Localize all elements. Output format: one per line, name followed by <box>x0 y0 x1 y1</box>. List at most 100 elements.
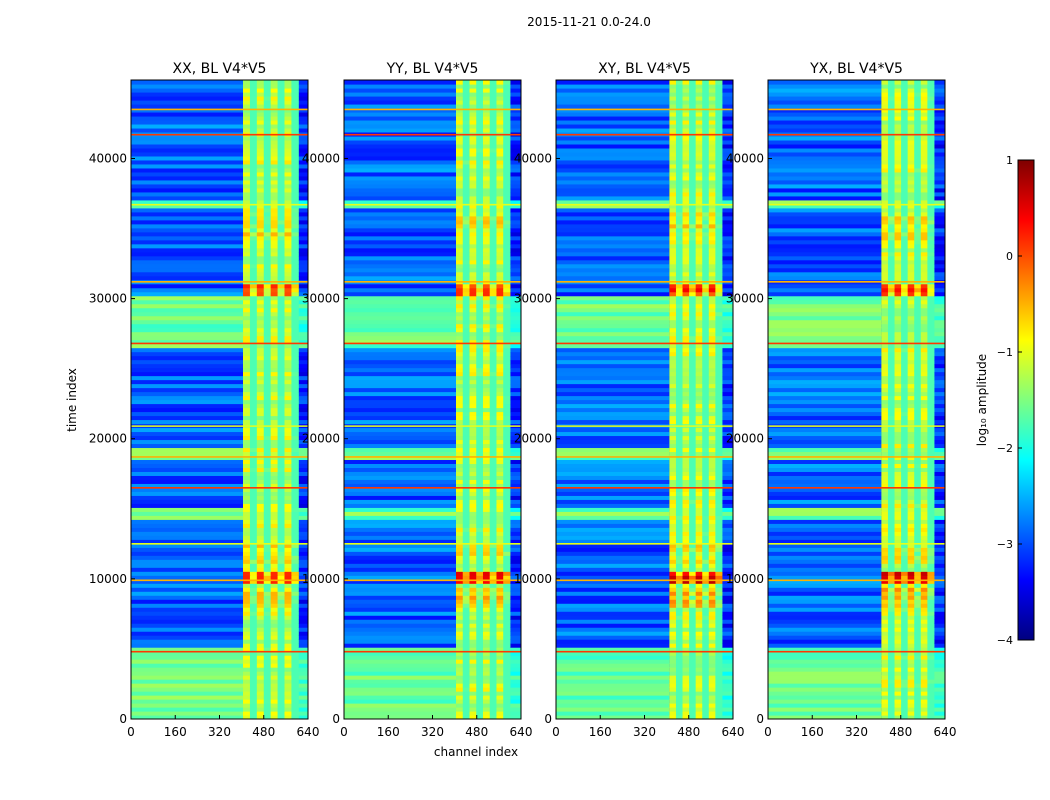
heatmap-cell <box>675 355 684 361</box>
heatmap-cell <box>270 611 279 616</box>
heatmap-cell <box>721 695 733 700</box>
heatmap-cell <box>482 327 491 333</box>
heatmap-cell <box>243 451 251 457</box>
heatmap-cell <box>669 351 677 357</box>
heatmap-cell <box>503 303 511 309</box>
heatmap-cell <box>344 111 457 117</box>
heatmap-cell <box>277 331 285 337</box>
heatmap-cell <box>462 243 470 249</box>
heatmap-cell <box>482 675 491 680</box>
heatmap-cell <box>298 567 308 572</box>
heatmap-cell <box>344 139 457 145</box>
heatmap-cell <box>284 715 292 719</box>
heatmap-cell <box>503 715 511 719</box>
heatmap-cell <box>298 255 308 261</box>
heatmap-cell <box>489 459 497 464</box>
heatmap-cell <box>476 607 484 612</box>
heatmap-cell <box>469 347 477 353</box>
heatmap-cell <box>503 251 511 257</box>
heatmap-cell <box>675 527 684 532</box>
heatmap-cell <box>462 603 470 608</box>
heatmap-cell <box>503 639 511 644</box>
heatmap-cell <box>702 579 710 584</box>
heatmap-cell <box>702 179 710 185</box>
heatmap-cell <box>689 211 697 217</box>
heatmap-cell <box>509 695 521 700</box>
heatmap-cell <box>489 315 497 321</box>
heatmap-cell <box>344 491 457 496</box>
heatmap-cell <box>689 663 697 668</box>
heatmap-cell <box>503 519 511 524</box>
heatmap-cell <box>509 115 521 121</box>
heatmap-cell <box>284 151 292 157</box>
heatmap-cell <box>131 303 244 309</box>
heatmap-cell <box>715 335 723 341</box>
heatmap-cell <box>556 155 670 161</box>
heatmap-cell <box>476 471 484 476</box>
heatmap-cell <box>702 339 710 345</box>
heatmap-cell <box>496 411 504 417</box>
heatmap-cell <box>695 247 703 253</box>
heatmap-cell <box>243 639 251 644</box>
heatmap-cell <box>344 215 457 221</box>
heatmap-cell <box>695 191 703 197</box>
heatmap-cell <box>669 435 677 441</box>
heatmap-cell <box>708 139 716 145</box>
heatmap-cell <box>669 119 677 125</box>
heatmap-cell <box>721 395 733 401</box>
heatmap-cell <box>263 399 272 405</box>
heatmap-cell <box>131 699 244 704</box>
heatmap-cell <box>284 327 292 333</box>
heatmap-cell <box>277 647 285 652</box>
heatmap-cell <box>503 227 511 233</box>
heatmap-cell <box>249 459 258 464</box>
heatmap-cell <box>556 255 670 261</box>
heatmap-cell <box>682 107 690 113</box>
heatmap-cell <box>462 627 470 632</box>
heatmap-cell <box>702 271 710 277</box>
heatmap-cell <box>263 219 272 225</box>
heatmap-cell <box>715 143 723 149</box>
heatmap-cell <box>131 199 244 205</box>
heatmap-cell <box>469 267 477 273</box>
heatmap-cell <box>503 215 511 221</box>
heatmap-cell <box>291 99 299 105</box>
heatmap-cell <box>249 711 258 716</box>
heatmap-cell <box>689 403 697 409</box>
heatmap-cell <box>496 659 504 664</box>
heatmap-cell <box>715 231 723 237</box>
heatmap-cell <box>456 287 464 293</box>
heatmap-cell <box>482 715 491 719</box>
heatmap-cell <box>721 271 733 277</box>
heatmap-cell <box>556 171 670 177</box>
heatmap-cell <box>131 499 244 504</box>
heatmap-cell <box>284 603 292 608</box>
heatmap-cell <box>556 595 670 600</box>
heatmap-cell <box>907 707 915 712</box>
heatmap-cell <box>509 691 521 696</box>
heatmap-cell <box>277 479 285 484</box>
heatmap-cell <box>496 355 504 361</box>
heatmap-cell <box>675 219 684 225</box>
heatmap-cell <box>249 551 258 556</box>
heatmap-cell <box>284 475 292 480</box>
heatmap-cell <box>344 515 457 520</box>
heatmap-cell <box>462 591 470 596</box>
heatmap-cell <box>675 475 684 480</box>
heatmap-cell <box>249 167 258 173</box>
heatmap-cell <box>721 367 733 373</box>
heatmap-cell <box>556 643 670 648</box>
heatmap-cell <box>456 179 464 185</box>
heatmap-cell <box>503 291 511 297</box>
heatmap-cell <box>682 119 690 125</box>
heatmap-cell <box>131 571 244 576</box>
heatmap-cell <box>256 227 265 233</box>
heatmap-cell <box>708 331 716 337</box>
heatmap-cell <box>256 127 265 133</box>
y-tick-label: 0 <box>332 712 340 726</box>
heatmap-cell <box>476 639 484 644</box>
heatmap-cell <box>715 699 723 704</box>
heatmap-cell <box>708 147 716 153</box>
heatmap-cell <box>669 371 677 377</box>
heatmap-cell <box>702 439 710 445</box>
